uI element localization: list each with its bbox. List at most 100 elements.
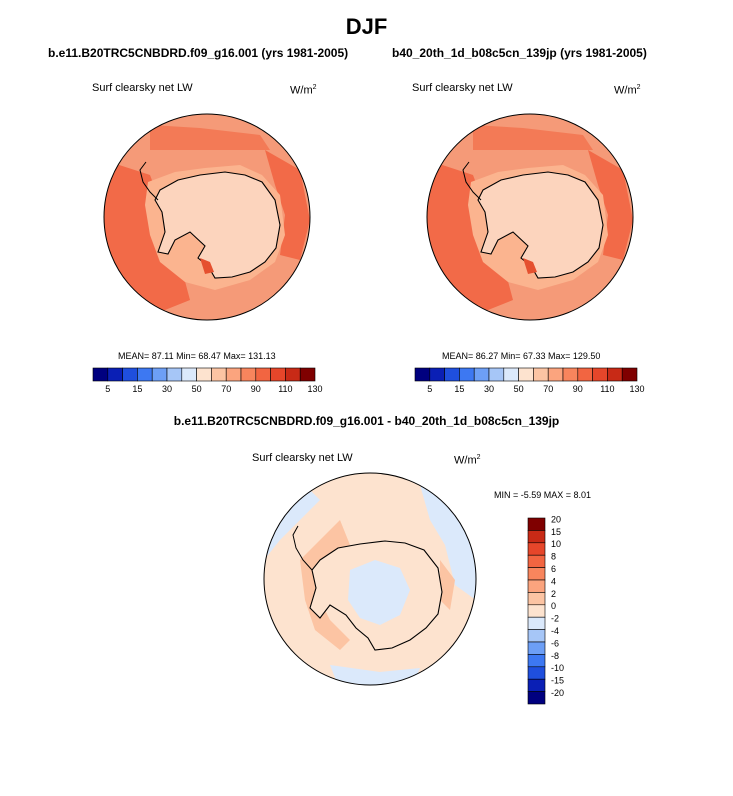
panel-2-colorbar-swatch-12 bbox=[592, 367, 608, 382]
panel-2-colorbar-swatch-11 bbox=[577, 367, 593, 382]
panel-2-colorbar-swatch-7 bbox=[518, 367, 534, 382]
panel-2-map bbox=[427, 114, 633, 320]
panel-2-colorbar-swatch-4 bbox=[473, 367, 490, 382]
panel-2-region-east-high bbox=[588, 150, 633, 260]
panel-1-colorbar-swatch-4 bbox=[151, 367, 168, 382]
panel-1-region-east-high bbox=[265, 150, 310, 260]
difference-interior-noise bbox=[348, 560, 410, 625]
panel-2-colorbar-tick-label-7: 130 bbox=[629, 384, 644, 394]
panel-2-variable-label: Surf clearsky net LW bbox=[412, 82, 513, 94]
difference-colorbar-tick-label-1: 15 bbox=[551, 527, 561, 537]
difference-colorbar-swatch-11 bbox=[527, 654, 546, 668]
difference-colorbar-swatch-13 bbox=[527, 678, 546, 692]
panel-1-colorbar-swatch-7 bbox=[196, 367, 212, 382]
difference-title: b.e11.B20TRC5CNBDRD.f09_g16.001 - b40_20… bbox=[173, 414, 560, 428]
panel-2-units: W/m2 bbox=[614, 84, 641, 97]
panel-1-colorbar-swatch-10 bbox=[240, 367, 257, 382]
difference-colorbar-swatch-4 bbox=[527, 567, 546, 581]
panel-2-colorbar-swatch-8 bbox=[533, 367, 549, 382]
difference-positive-e bbox=[440, 560, 455, 610]
difference-colorbar-tick-label-9: -4 bbox=[551, 626, 559, 636]
panel-1-colorbar-tick-label-4: 70 bbox=[221, 384, 231, 394]
panel-1-colorbar-tick-label-5: 90 bbox=[251, 384, 261, 394]
panel-1-colorbar-swatch-9 bbox=[225, 367, 242, 382]
panel-1-colorbar-swatch-13 bbox=[285, 367, 301, 382]
panel-1-map-border bbox=[103, 113, 311, 321]
panel-2-map-border bbox=[426, 113, 634, 321]
panel-2-colorbar: 5 15 30 50 70 90 110 130 bbox=[414, 367, 645, 394]
panel-1-units: W/m2 bbox=[290, 84, 317, 97]
panel-1-colorbar-tick-label-7: 130 bbox=[307, 384, 322, 394]
difference-colorbar-swatch-0 bbox=[527, 517, 546, 531]
difference-colorbar-tick-label-4: 6 bbox=[551, 564, 556, 574]
panel-1-colorbar-swatch-3 bbox=[137, 367, 153, 382]
difference-colorbar-swatch-5 bbox=[527, 579, 546, 593]
difference-colorbar-tick-label-2: 10 bbox=[551, 539, 561, 549]
difference-colorbar-tick-label-14: -20 bbox=[551, 688, 564, 698]
panel-2-colorbar-tick-label-6: 110 bbox=[600, 384, 614, 394]
difference-colorbar-tick-label-13: -15 bbox=[551, 676, 564, 686]
difference-colorbar-tick-label-7: 0 bbox=[551, 601, 556, 611]
panel-2-colorbar-swatch-1 bbox=[429, 367, 445, 382]
panel-2-antarctica bbox=[477, 171, 604, 279]
panel-1-colorbar-swatch-2 bbox=[122, 367, 138, 382]
panel-1-colorbar-tick-label-2: 30 bbox=[162, 384, 172, 394]
panel-2-region-north-high bbox=[473, 125, 593, 150]
panel-1-colorbar-tick-label-3: 50 bbox=[192, 384, 202, 394]
figure-title: DJF bbox=[345, 14, 388, 39]
panel-2-colorbar-tick-label-2: 30 bbox=[484, 384, 494, 394]
panel-1-colorbar-swatch-12 bbox=[270, 367, 286, 382]
difference-map-border bbox=[263, 472, 477, 686]
difference-stats: MIN = -5.59 MAX = 8.01 bbox=[494, 490, 592, 500]
panel-1-map bbox=[104, 114, 310, 320]
panel-1-colorbar: 5 15 30 50 70 90 110 130 bbox=[92, 367, 323, 394]
panel-1-ross-sea bbox=[200, 258, 214, 274]
difference-colorbar-swatch-14 bbox=[527, 691, 546, 705]
difference-colorbar-tick-label-12: -10 bbox=[551, 663, 564, 673]
panel-1-colorbar-tick-label-6: 110 bbox=[278, 384, 292, 394]
panel-2-colorbar-swatch-0 bbox=[414, 367, 431, 382]
difference-colorbar-tick-label-5: 4 bbox=[551, 576, 556, 586]
panel-1-colorbar-swatch-8 bbox=[211, 367, 227, 382]
panel-1-case-title: b.e11.B20TRC5CNBDRD.f09_g16.001 (yrs 198… bbox=[48, 46, 349, 60]
panel-1-colorbar-tick-label-1: 15 bbox=[132, 384, 142, 394]
difference-colorbar-swatch-10 bbox=[527, 641, 546, 655]
difference-colorbar-swatch-3 bbox=[527, 554, 546, 568]
panel-2-ross-sea bbox=[523, 258, 537, 274]
difference-colorbar-tick-label-8: -2 bbox=[551, 614, 559, 624]
panel-2-colorbar-tick-label-1: 15 bbox=[454, 384, 464, 394]
difference-colorbar-swatch-8 bbox=[527, 616, 546, 630]
difference-colorbar-swatch-2 bbox=[527, 542, 546, 556]
panel-1-colorbar-tick-label-0: 5 bbox=[105, 384, 110, 394]
difference-colorbar-swatch-1 bbox=[527, 530, 546, 544]
difference-colorbar-tick-label-11: -8 bbox=[551, 651, 559, 661]
panel-1-antarctica bbox=[154, 171, 281, 279]
difference-colorbar-swatch-7 bbox=[527, 604, 546, 618]
panel-3-units: W/m2 bbox=[454, 454, 481, 467]
panel-1-peninsula bbox=[139, 161, 159, 201]
panel-1-colorbar-swatch-0 bbox=[92, 367, 109, 382]
difference-peninsula bbox=[292, 525, 313, 571]
panel-2-case-title: b40_20th_1d_b08c5cn_139jp (yrs 1981-2005… bbox=[392, 46, 647, 60]
panel-1-variable-label: Surf clearsky net LW bbox=[92, 82, 193, 94]
difference-colorbar-swatch-6 bbox=[527, 592, 546, 606]
panel-2-colorbar-tick-label-3: 50 bbox=[514, 384, 524, 394]
panel-2-colorbar-swatch-6 bbox=[503, 367, 519, 382]
panel-1-colorbar-swatch-6 bbox=[181, 367, 197, 382]
panel-2-colorbar-tick-label-5: 90 bbox=[573, 384, 583, 394]
difference-map bbox=[264, 473, 476, 685]
difference-colorbar-tick-label-10: -6 bbox=[551, 638, 559, 648]
panel-2-colorbar-tick-label-0: 5 bbox=[427, 384, 432, 394]
panel-2-colorbar-swatch-9 bbox=[547, 367, 564, 382]
panel-2-colorbar-swatch-5 bbox=[488, 367, 505, 382]
difference-colorbar-swatch-9 bbox=[527, 629, 546, 643]
panel-2-colorbar-swatch-3 bbox=[459, 367, 475, 382]
panel-1-stats: MEAN= 87.11 Min= 68.47 Max= 131.13 bbox=[118, 351, 276, 361]
difference-colorbar-tick-label-0: 20 bbox=[551, 514, 561, 524]
panel-1-colorbar-swatch-11 bbox=[255, 367, 271, 382]
panel-3-variable-label: Surf clearsky net LW bbox=[252, 452, 353, 464]
panel-1-colorbar-swatch-1 bbox=[107, 367, 123, 382]
panel-1-colorbar-swatch-14 bbox=[299, 367, 316, 382]
panel-2-colorbar-swatch-13 bbox=[607, 367, 623, 382]
